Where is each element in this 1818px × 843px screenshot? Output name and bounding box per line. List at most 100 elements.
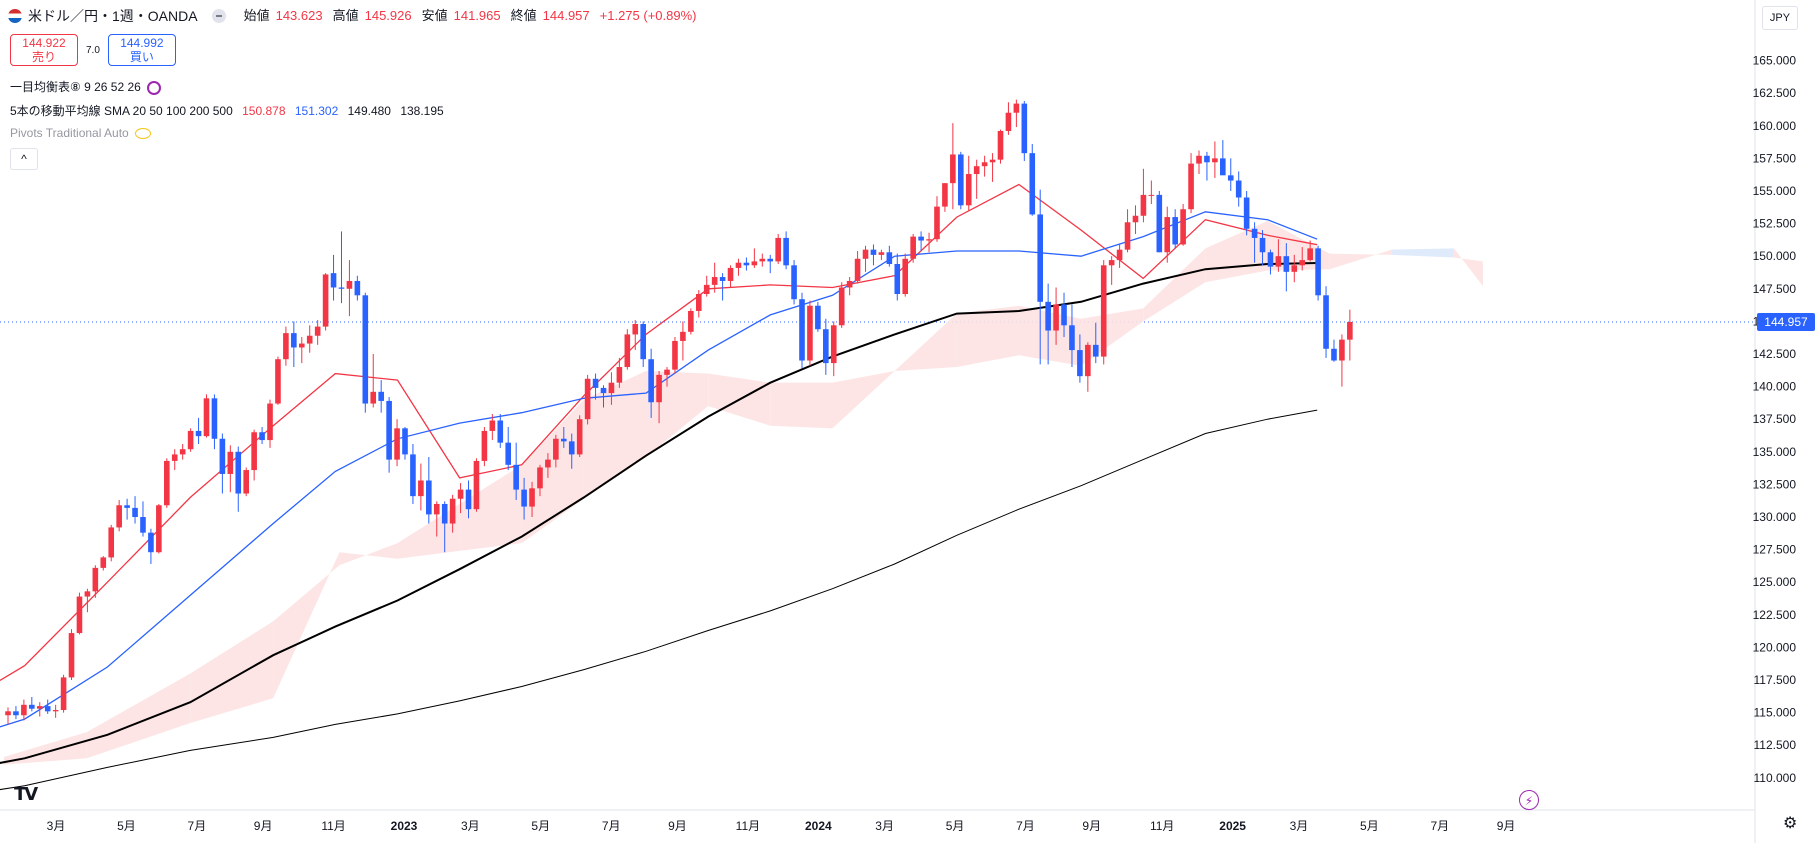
x-tick-label: 5月 — [1360, 819, 1379, 833]
candle-body — [997, 130, 1004, 160]
candle-body — [1204, 155, 1210, 163]
candle-body — [934, 206, 940, 240]
candle-body — [1077, 350, 1083, 377]
x-tick-label: 7月 — [1016, 819, 1035, 833]
candle-body — [846, 280, 853, 288]
cloud-segment — [1267, 220, 1330, 271]
settings-gear-icon[interactable]: ⚙ — [1783, 815, 1798, 832]
symbol-title[interactable]: 米ドル／円・1週・OANDA — [28, 8, 198, 24]
candle-body — [449, 498, 456, 524]
candle-body — [267, 403, 273, 441]
candle-body — [370, 391, 377, 404]
candle-body — [473, 460, 480, 510]
sma-indicator[interactable]: 5本の移動平均線 SMA 20 50 100 200 500 150.878 1… — [10, 102, 444, 119]
candle-body — [52, 710, 59, 712]
candle-body — [29, 704, 35, 709]
candle-body — [973, 166, 980, 175]
candle-body — [164, 460, 170, 506]
price-axis-bg — [1755, 0, 1818, 843]
cloud-segment — [894, 313, 957, 371]
candle-body — [1331, 348, 1337, 361]
usd-jpy-flag-icon — [8, 9, 22, 23]
buy-button[interactable]: 144.992 買い — [107, 34, 176, 66]
candle-body — [283, 333, 289, 360]
candle-body — [1315, 248, 1321, 296]
y-tick-label: 155.000 — [1753, 184, 1797, 198]
cloud-segment — [86, 673, 191, 759]
price-axis: 165.000 162.500 160.000 157.500 155.000 152.5… — [1753, 0, 1818, 843]
candle-body — [815, 305, 821, 330]
candle-body — [513, 464, 519, 490]
candle-body — [695, 294, 702, 311]
x-tick-label: 7月 — [602, 819, 621, 833]
y-tick-label: 142.500 — [1753, 347, 1797, 361]
cloud-segment — [339, 543, 398, 566]
candle-body — [743, 262, 750, 266]
candle-body — [386, 400, 392, 460]
candle-body — [259, 432, 265, 441]
candle-body — [751, 261, 758, 266]
y-tick-label: 120.000 — [1753, 640, 1797, 654]
candle-body — [402, 428, 408, 455]
y-tick-label: 122.500 — [1753, 608, 1797, 622]
candle-body — [561, 438, 567, 442]
candle-body — [1259, 237, 1266, 253]
candle-body — [529, 488, 535, 507]
candle-body — [1267, 252, 1274, 267]
candle-body — [275, 359, 281, 404]
candle-body — [616, 367, 623, 383]
candle-body — [703, 284, 710, 294]
candle-body — [775, 237, 781, 262]
y-tick-label: 162.500 — [1753, 86, 1797, 100]
candle-body — [910, 236, 916, 259]
tradingview-logo[interactable]: TV — [14, 784, 38, 805]
candle-body — [5, 711, 11, 716]
ichimoku-indicator[interactable]: 一目均衡表⑧ 9 26 52 26 — [10, 78, 161, 95]
candle-body — [338, 287, 345, 289]
close-value: 144.957 — [542, 8, 590, 23]
candle-body — [378, 391, 384, 401]
eye-hidden-icon[interactable] — [134, 128, 151, 140]
open-label: 始値 — [243, 8, 270, 23]
sell-label: 売り — [31, 50, 56, 64]
candle-body — [584, 378, 591, 420]
x-tick-label: 3月 — [461, 819, 480, 833]
candle-body — [251, 432, 257, 471]
time-axis: 3月 5月 7月 9月 11月 2023 3月 5月 7月 9月 11月 2024 3月 5月 7月 9月 11… — [0, 809, 1755, 833]
x-tick-label: 7月 — [188, 819, 207, 833]
cloud-segment — [1205, 220, 1268, 283]
candle-body — [1188, 163, 1194, 210]
candle-body — [1069, 325, 1075, 351]
candle-body — [394, 428, 400, 460]
candle-body — [894, 264, 901, 294]
lightning-icon[interactable]: ⚡ — [1519, 790, 1539, 810]
candle-body — [1243, 197, 1250, 229]
candle-body — [537, 467, 543, 489]
candle-body — [354, 280, 361, 296]
sell-button[interactable]: 144.922 売り — [10, 34, 78, 66]
x-tick-label: 11月 — [1150, 819, 1174, 833]
close-label: 終値 — [510, 8, 537, 23]
candle-body — [989, 159, 996, 163]
candle-body — [132, 507, 138, 518]
candle-body — [1005, 112, 1012, 131]
currency-button[interactable]: JPY — [1762, 6, 1798, 30]
collapse-legend-button[interactable]: ^ — [10, 148, 38, 170]
candle-body — [576, 419, 583, 455]
candle-body — [1013, 103, 1020, 113]
trade-buttons: 144.922 売り 7.0 144.992 買い — [10, 34, 176, 66]
candle-body — [1172, 217, 1178, 245]
refresh-icon[interactable] — [146, 80, 161, 95]
x-tick-label: 9月 — [668, 819, 687, 833]
hide-legend-icon[interactable] — [211, 9, 226, 23]
y-tick-label: 135.000 — [1753, 445, 1797, 459]
pivots-indicator[interactable]: Pivots Traditional Auto — [10, 126, 151, 140]
candle-body — [878, 252, 885, 255]
candle-body — [481, 430, 488, 461]
y-tick-label: 130.000 — [1753, 510, 1797, 524]
candle-body — [179, 449, 186, 455]
candle-body — [497, 420, 504, 443]
y-tick-label: 160.000 — [1753, 119, 1797, 133]
candle-body — [1085, 344, 1091, 377]
